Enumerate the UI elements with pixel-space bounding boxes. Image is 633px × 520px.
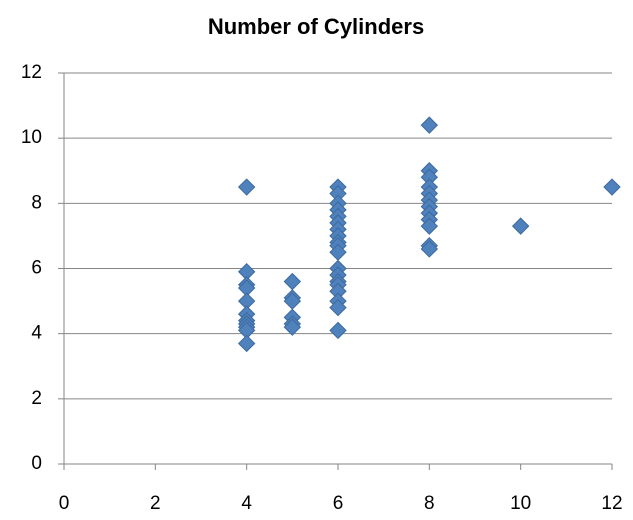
point bbox=[420, 116, 439, 134]
y-tick-label: 2 bbox=[31, 388, 42, 409]
point bbox=[237, 334, 256, 353]
y-tick-label: 12 bbox=[21, 62, 42, 83]
point bbox=[420, 240, 439, 258]
x-tick-label: 12 bbox=[601, 493, 622, 514]
point bbox=[329, 321, 347, 340]
chart-title: Number of Cylinders bbox=[208, 14, 424, 39]
x-tick-label: 6 bbox=[333, 493, 344, 514]
point bbox=[283, 318, 302, 336]
x-tick-label: 0 bbox=[59, 493, 70, 514]
point bbox=[420, 217, 439, 235]
y-tick-label: 8 bbox=[31, 192, 42, 213]
x-tick-label: 8 bbox=[424, 493, 435, 514]
y-tick-label: 6 bbox=[31, 258, 42, 279]
point bbox=[329, 298, 347, 317]
y-tick-label: 10 bbox=[21, 127, 42, 148]
x-tick-label: 4 bbox=[241, 493, 252, 514]
y-tick-label: 4 bbox=[31, 323, 42, 344]
y-tick-label: 0 bbox=[31, 453, 42, 474]
point bbox=[603, 178, 621, 196]
point bbox=[511, 217, 530, 235]
point bbox=[237, 178, 256, 196]
x-tick-label: 10 bbox=[510, 493, 531, 514]
x-tick-label: 2 bbox=[150, 493, 161, 514]
point bbox=[283, 272, 302, 291]
